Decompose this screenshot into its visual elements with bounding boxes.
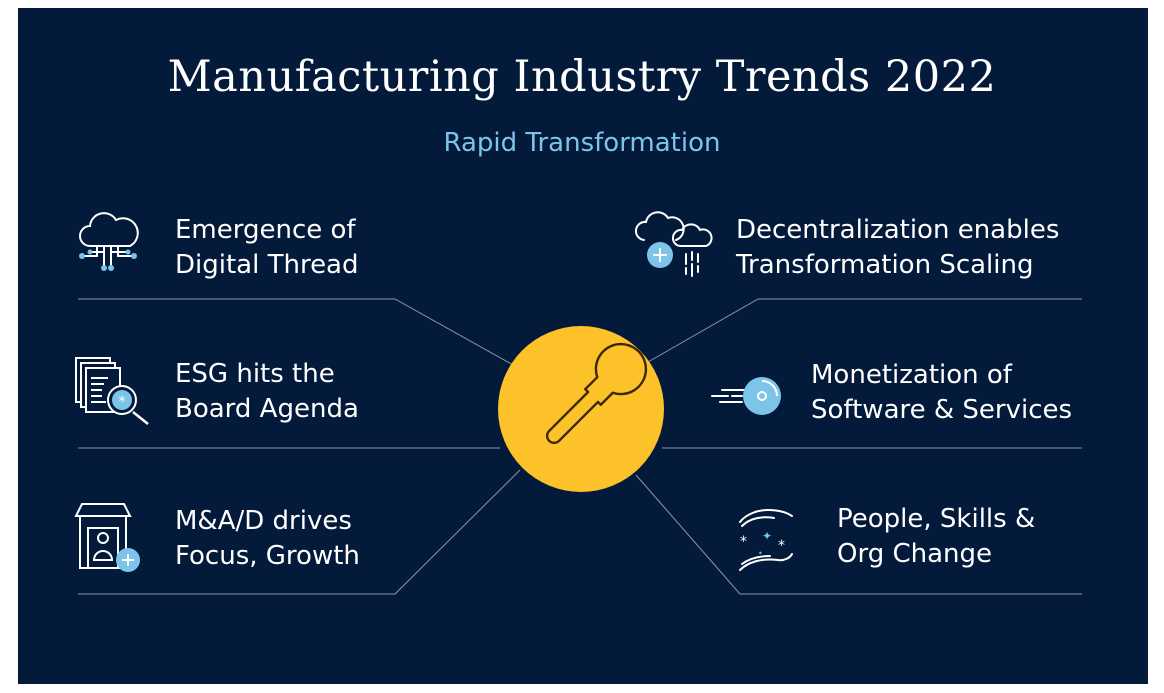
trend-line: ESG hits the bbox=[175, 359, 335, 389]
clouds-plus-icon bbox=[635, 211, 713, 277]
page-subtitle: Rapid Transformation bbox=[443, 128, 721, 158]
trend-line: Org Change bbox=[837, 539, 993, 569]
page-title: Manufacturing Industry Trends 2022 bbox=[167, 52, 997, 102]
trend-line: People, Skills & bbox=[837, 504, 1036, 534]
hands-stars-icon: * * ✦ • bbox=[739, 509, 793, 571]
svg-text:*: * bbox=[119, 394, 126, 410]
trend-line: Monetization of bbox=[811, 360, 1012, 390]
trend-line: Focus, Growth bbox=[175, 541, 360, 571]
svg-text:•: • bbox=[758, 549, 763, 558]
connector-people bbox=[635, 474, 1082, 595]
cloud-circuit-icon bbox=[79, 212, 139, 271]
trend-line: Software & Services bbox=[811, 395, 1073, 425]
trend-people: People, Skills & Org Change bbox=[837, 502, 1035, 572]
svg-text:✦: ✦ bbox=[762, 529, 772, 543]
wrench-icon bbox=[546, 342, 648, 444]
svg-text:*: * bbox=[778, 538, 785, 554]
trend-monetization: Monetization of Software & Services bbox=[811, 358, 1072, 428]
trend-mad: M&A/D drives Focus, Growth bbox=[175, 504, 360, 574]
trend-digital-thread: Emergence of Digital Thread bbox=[175, 213, 359, 283]
trend-decentralization: Decentralization enables Transformation … bbox=[736, 213, 1059, 283]
trend-line: Decentralization enables bbox=[736, 215, 1060, 245]
svg-text:*: * bbox=[740, 534, 747, 550]
trend-esg: ESG hits the Board Agenda bbox=[175, 357, 359, 427]
speeding-disc-icon bbox=[711, 377, 781, 415]
connector-digital-thread bbox=[78, 298, 516, 367]
connector-mad bbox=[78, 469, 521, 595]
trend-line: Transformation Scaling bbox=[736, 250, 1034, 280]
trend-line: M&A/D drives bbox=[175, 506, 352, 536]
trend-line: Digital Thread bbox=[175, 250, 359, 280]
building-person-plus-icon bbox=[74, 503, 140, 572]
documents-magnifier-icon: * bbox=[75, 357, 149, 425]
trend-line: Emergence of bbox=[175, 215, 356, 245]
connector-decentralization bbox=[647, 298, 1082, 363]
trend-line: Board Agenda bbox=[175, 394, 359, 424]
center-hub bbox=[498, 326, 664, 492]
